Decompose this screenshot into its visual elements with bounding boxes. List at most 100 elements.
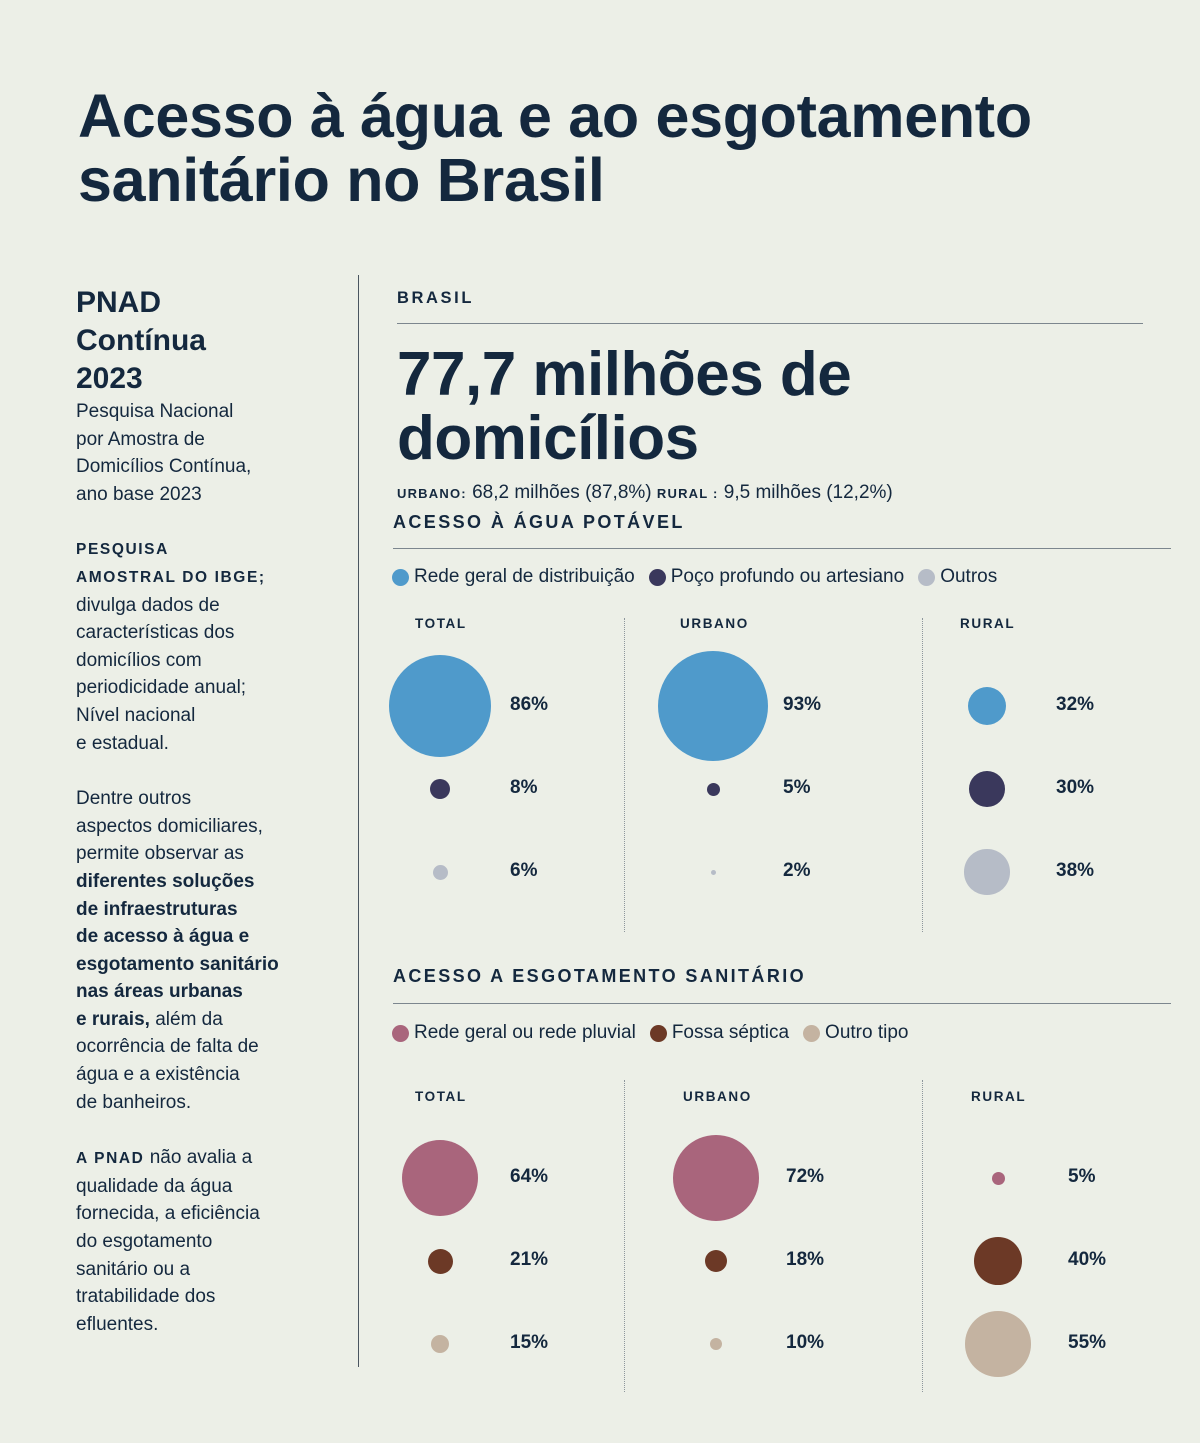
text: além da — [149, 1008, 223, 1030]
legend-item: Rede geral de distribuição — [392, 566, 635, 588]
column-label-urbano: URBANO — [680, 616, 749, 631]
chart-title-rule — [393, 1003, 1171, 1004]
bold-line: diferentes soluções — [76, 870, 255, 892]
page-title: Acesso à água e ao esgotamento sanitário… — [78, 82, 1032, 214]
column-divider — [922, 618, 923, 932]
bubble-total-0 — [401, 1139, 479, 1217]
legend-swatch-icon — [649, 1024, 667, 1042]
column-label-total: TOTAL — [415, 1089, 467, 1104]
bold-line: de infraestruturas — [76, 898, 238, 920]
column-label-urbano: URBANO — [683, 1089, 752, 1104]
chart-legend: Rede geral de distribuição Poço profundo … — [392, 566, 1011, 588]
data-label: 10% — [786, 1332, 825, 1353]
legend-label: Rede geral de distribuição — [414, 566, 635, 587]
rural-value: 9,5 milhões (12,2%) — [718, 482, 893, 503]
sidebar-heading: PNAD Contínua 2023 — [76, 284, 306, 398]
legend-swatch-icon — [918, 568, 936, 586]
data-label: 86% — [510, 694, 549, 715]
section-kicker: BRASIL — [397, 289, 475, 307]
bubble-total-1 — [427, 1248, 453, 1274]
legend-swatch-icon — [648, 568, 666, 586]
legend-item: Outros — [918, 566, 997, 588]
text-line: Dentre outros — [76, 788, 192, 810]
mixed-line: A PNAD não avalia a — [76, 1144, 306, 1173]
data-label: 64% — [510, 1166, 549, 1187]
bold-text: e rurais, — [76, 1008, 150, 1030]
text-line: aspectos domiciliares, — [76, 815, 263, 837]
subtitle-line: Domicílios Contínua, — [76, 456, 252, 478]
text-line: permite observar as — [76, 843, 244, 865]
subtitle-line: por Amostra de — [76, 428, 205, 450]
text-line: qualidade da água — [76, 1175, 233, 1197]
column-label-total: TOTAL — [415, 616, 467, 631]
chart-title: ACESSO À ÁGUA POTÁVEL — [393, 512, 685, 532]
text-line: de banheiros. — [76, 1091, 192, 1113]
data-label: 21% — [510, 1249, 549, 1270]
bubble-total-2 — [431, 1335, 449, 1353]
data-label: 72% — [786, 1166, 825, 1187]
bubble-total-0 — [388, 654, 492, 758]
text-line: efluentes. — [76, 1313, 159, 1335]
text-line: tratabilidade dos — [76, 1286, 216, 1308]
data-label: 5% — [783, 777, 811, 798]
subtitle-line: Pesquisa Nacional — [76, 401, 234, 422]
text-line: periodicidade anual; — [76, 677, 247, 699]
legend-swatch-icon — [392, 568, 409, 586]
legend-item: Outro tipo — [803, 1022, 908, 1044]
data-label: 2% — [783, 860, 811, 881]
sidebar-paragraph-1: PESQUISA AMOSTRAL DO IBGE; divulga dados… — [76, 536, 306, 757]
legend-item: Rede geral ou rede pluvial — [392, 1022, 636, 1044]
caps-text: A PNAD — [76, 1150, 145, 1168]
bubble-urbano-1 — [705, 1250, 727, 1272]
urban-value: 68,2 milhões (87,8%) — [466, 482, 657, 503]
caps-line: AMOSTRAL DO IBGE; — [76, 568, 266, 586]
column-label-rural: RURAL — [971, 1089, 1027, 1104]
chart-title-rule — [393, 548, 1171, 549]
legend-label: Rede geral ou rede pluvial — [414, 1022, 636, 1043]
urban-rural-breakdown: URBANO: 68,2 milhões (87,8%) RURAL : 9,5… — [397, 482, 893, 504]
data-label: 30% — [1056, 777, 1095, 798]
column-label-rural: RURAL — [960, 616, 1016, 631]
data-label: 6% — [510, 860, 538, 881]
data-label: 38% — [1056, 860, 1095, 881]
subtitle-line: ano base 2023 — [76, 483, 202, 505]
data-label: 32% — [1056, 694, 1095, 715]
bubble-total-2 — [432, 864, 448, 880]
text-line: domicílios com — [76, 649, 202, 671]
bubble-rural-0 — [967, 686, 1007, 726]
bubble-rural-0 — [991, 1171, 1005, 1185]
sidebar-paragraph-3: A PNAD não avalia a qualidade da água fo… — [76, 1144, 306, 1338]
sidebar-paragraph-2: Dentre outros aspectos domiciliares, per… — [76, 785, 306, 1116]
text-line: características dos — [76, 622, 235, 644]
data-label: 8% — [510, 777, 538, 798]
data-label: 15% — [510, 1332, 549, 1353]
data-label: 93% — [783, 694, 822, 715]
column-divider — [624, 618, 625, 932]
urban-key: URBANO: — [397, 486, 467, 501]
chart-legend: Rede geral ou rede pluvial Fossa séptica O… — [392, 1022, 922, 1044]
text-line: e estadual. — [76, 732, 169, 754]
text-line: do esgotamento — [76, 1231, 213, 1253]
headline-line: 77,7 milhões de — [397, 340, 852, 409]
bubble-urbano-2 — [710, 869, 716, 875]
legend-label: Outros — [940, 566, 998, 587]
bubble-rural-2 — [965, 1311, 1031, 1377]
data-label: 40% — [1068, 1249, 1107, 1270]
text-line: divulga dados de — [76, 594, 220, 616]
bold-line: de acesso à água e — [76, 926, 250, 948]
legend-swatch-icon — [803, 1024, 821, 1042]
bubble-rural-1 — [974, 1237, 1022, 1285]
data-label: 18% — [786, 1249, 825, 1270]
kicker-rule — [397, 323, 1143, 324]
text-line: água e a existência — [76, 1064, 240, 1086]
legend-item: Fossa séptica — [649, 1022, 790, 1044]
text-line: Nível nacional — [76, 704, 196, 726]
rural-key: RURAL : — [656, 486, 719, 501]
legend-label: Fossa séptica — [671, 1022, 790, 1043]
sidebar-heading-line: 2023 — [76, 362, 143, 395]
sidebar-heading-line: PNAD — [76, 286, 162, 319]
bubble-urbano-0 — [657, 650, 769, 762]
text: não avalia a — [144, 1147, 253, 1169]
bubble-urbano-1 — [706, 782, 720, 796]
legend-swatch-icon — [392, 1024, 409, 1042]
